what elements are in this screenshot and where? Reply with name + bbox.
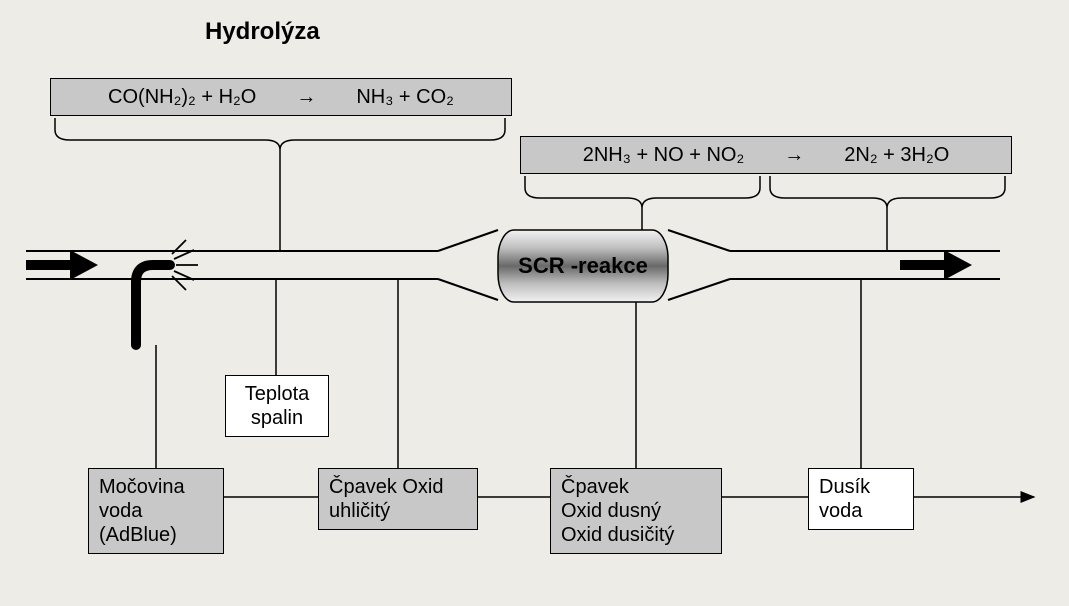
diagram-canvas: Hydrolýza CO(NH₂)₂ + H₂O → NH₃ + CO₂ 2NH…	[0, 0, 1069, 606]
eq2-right: 2N₂ + 3H₂O	[844, 144, 949, 167]
urea-injector	[136, 265, 170, 345]
teplota-line1: Teplota	[236, 382, 318, 406]
brace-hydrolysis	[55, 118, 505, 251]
ammnox-l1: Čpavek	[561, 475, 711, 499]
urea-l1: Močovina	[99, 475, 213, 499]
title: Hydrolýza	[205, 18, 320, 46]
urea-l3: (AdBlue)	[99, 523, 213, 547]
urea-spray	[172, 240, 198, 290]
n2-l2: voda	[819, 499, 903, 523]
box-ammonia-nox: Čpavek Oxid dusný Oxid dusičitý	[550, 468, 722, 554]
eq1-left: CO(NH₂)₂ + H₂O	[108, 86, 256, 109]
brace-scr-right	[770, 176, 1005, 251]
box-ammonia-co2: Čpavek Oxid uhličitý	[318, 468, 478, 530]
equation-hydrolysis: CO(NH₂)₂ + H₂O → NH₃ + CO₂	[50, 78, 512, 116]
box-teplota-spalin: Teplota spalin	[225, 375, 329, 437]
equation-scr: 2NH₃ + NO + NO₂ → 2N₂ + 3H₂O	[520, 136, 1012, 174]
scr-label: SCR -reakce	[498, 230, 668, 302]
flow-arrow-left	[26, 250, 98, 280]
n2-l1: Dusík	[819, 475, 903, 499]
vert-connectors	[156, 279, 861, 468]
ammnox-l2: Oxid dusný	[561, 499, 711, 523]
ammnox-l3: Oxid dusičitý	[561, 523, 711, 547]
title-text: Hydrolýza	[205, 18, 320, 45]
brace-scr-left	[525, 176, 760, 230]
scr-label-text: SCR -reakce	[518, 253, 648, 279]
urea-l2: voda	[99, 499, 213, 523]
ammco2-l2: uhličitý	[329, 499, 467, 523]
box-nitrogen: Dusík voda	[808, 468, 914, 530]
flow-arrow-right	[900, 250, 972, 280]
ammco2-l1: Čpavek Oxid	[329, 475, 467, 499]
eq2-arrow: →	[784, 144, 804, 167]
box-urea: Močovina voda (AdBlue)	[88, 468, 224, 554]
eq1-arrow: →	[296, 86, 316, 109]
teplota-line2: spalin	[236, 406, 318, 430]
eq1-right: NH₃ + CO₂	[356, 86, 454, 109]
eq2-left: 2NH₃ + NO + NO₂	[583, 144, 745, 167]
